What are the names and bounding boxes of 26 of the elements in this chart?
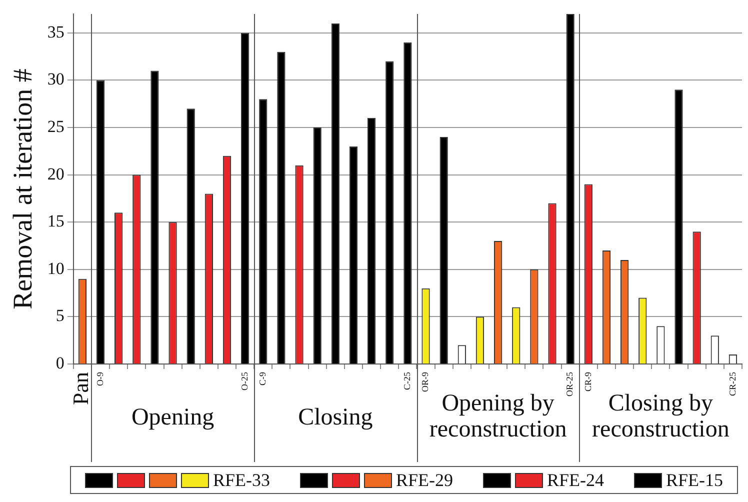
text: Closing bbox=[298, 404, 373, 430]
x-tick-label: CR-9 bbox=[582, 372, 593, 392]
y-tick-label: 5 bbox=[56, 306, 64, 326]
text: Opening by reconstruction bbox=[429, 390, 567, 442]
legend-label: RFE-29 bbox=[396, 469, 453, 491]
legend-label: RFE-33 bbox=[212, 469, 270, 491]
x-tick-label: O-25 bbox=[239, 372, 250, 390]
x-tick-label: O-9 bbox=[94, 372, 105, 386]
y-tick-label: 15 bbox=[47, 212, 64, 231]
y-tick-label: 0 bbox=[56, 353, 64, 372]
x-tick-label: C-9 bbox=[257, 372, 268, 386]
x-tick-label: C-25 bbox=[402, 372, 412, 390]
legend-label: RFE-15 bbox=[666, 469, 724, 491]
y-tick-label: 35 bbox=[47, 22, 64, 42]
y-tick-label: 20 bbox=[47, 164, 64, 184]
y-axis-title: Removal at iteration # bbox=[7, 68, 38, 310]
legend-label: RFE-24 bbox=[547, 469, 604, 491]
y-tick-label: 10 bbox=[47, 258, 64, 278]
y-tick-label: 30 bbox=[47, 70, 64, 89]
y-tick-label: 25 bbox=[47, 116, 64, 136]
x-tick-label: OR-9 bbox=[420, 372, 430, 392]
x-tick-label: OR-25 bbox=[564, 372, 575, 396]
text: Opening bbox=[131, 404, 214, 430]
x-tick-label: Pan bbox=[68, 372, 94, 405]
text: Closing by reconstruction bbox=[592, 390, 730, 442]
x-tick-label: CR-25 bbox=[727, 372, 738, 396]
